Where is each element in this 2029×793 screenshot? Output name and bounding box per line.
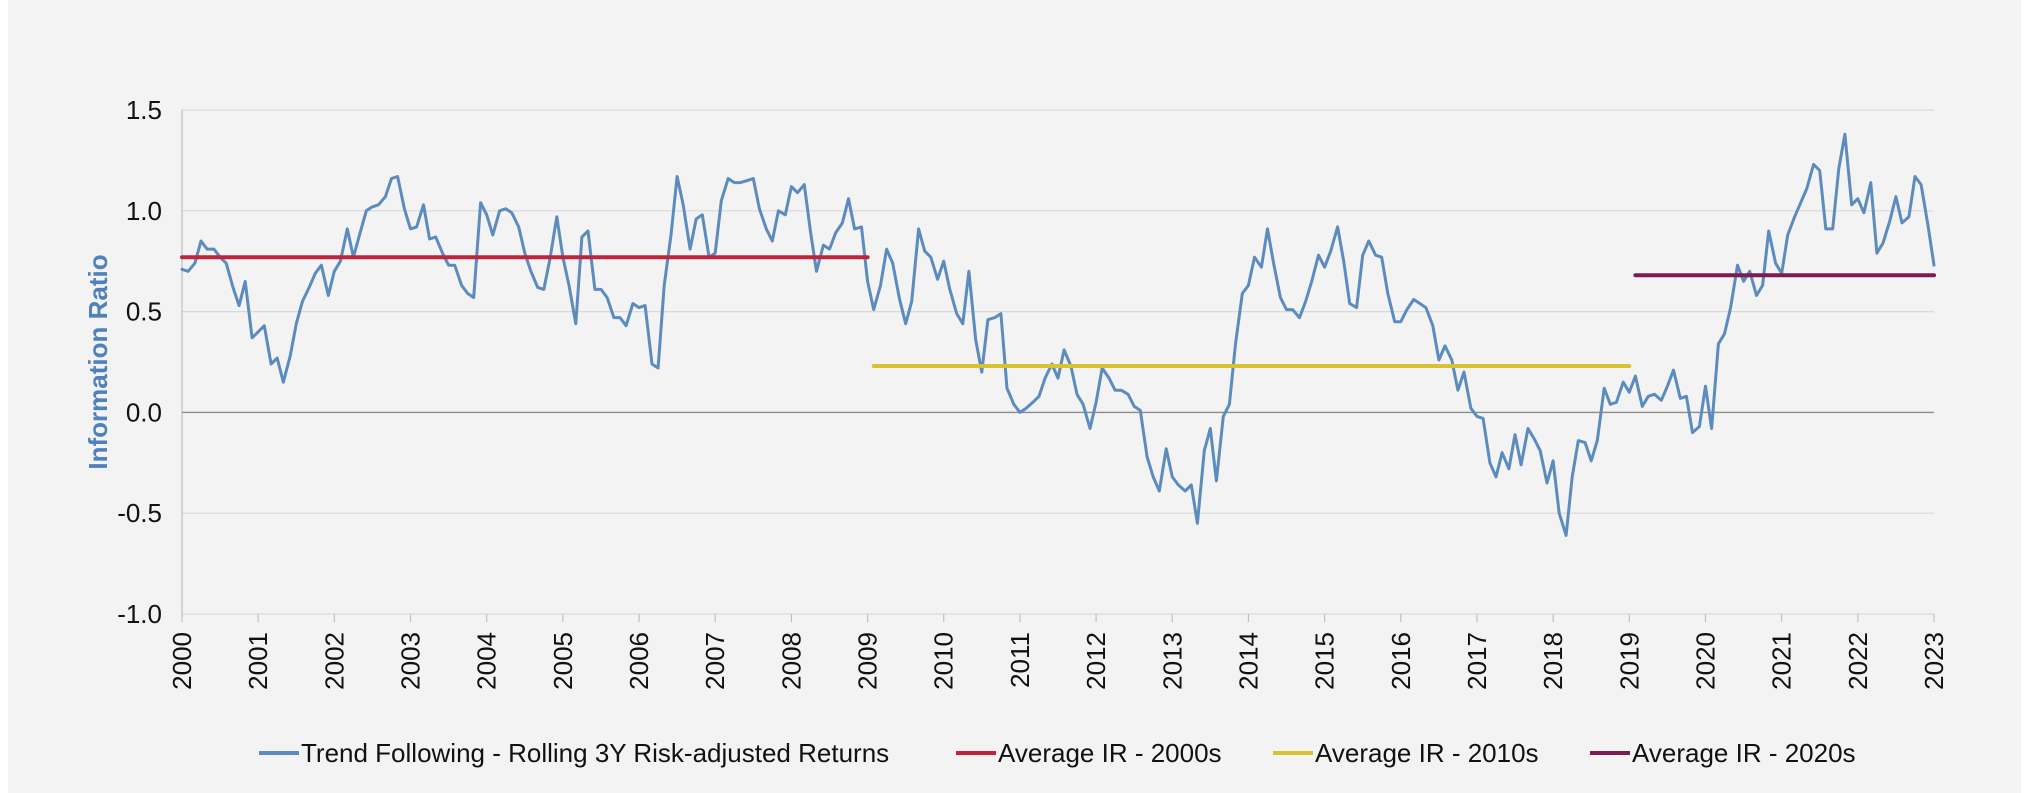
- y-tick-label: 0.0: [126, 397, 162, 427]
- y-tick-label: -0.5: [117, 498, 162, 528]
- x-tick-label: 2015: [1310, 632, 1340, 690]
- x-tick-label: 2012: [1081, 632, 1111, 690]
- x-tick-label: 2011: [1005, 632, 1035, 688]
- x-tick-label: 2014: [1233, 632, 1263, 690]
- x-tick-label: 2023: [1919, 632, 1949, 690]
- y-tick-label: 0.5: [126, 297, 162, 327]
- legend-label: Average IR - 2000s: [998, 738, 1222, 768]
- x-tick-label: 2022: [1843, 632, 1873, 690]
- x-axis-ticks: 2000 2001 2002 2003 2004 2005 2006 2007 2008 2009…: [167, 614, 1949, 690]
- x-tick-label: 2009: [853, 632, 883, 690]
- legend-label: Average IR - 2010s: [1315, 738, 1539, 768]
- x-tick-label: 2017: [1462, 632, 1492, 690]
- y-axis-ticks: 1.5 1.0 0.5 0.0 -0.5 -1.0: [117, 95, 162, 629]
- x-tick-label: 2010: [929, 632, 959, 690]
- y-axis-label: Information Ratio: [83, 254, 113, 469]
- x-tick-label: 2013: [1157, 632, 1187, 690]
- x-tick-label: 2007: [700, 632, 730, 690]
- x-tick-label: 2016: [1386, 632, 1416, 690]
- x-tick-label: 2020: [1690, 632, 1720, 690]
- legend: Trend Following - Rolling 3Y Risk-adjust…: [259, 738, 1856, 768]
- legend-entry: Average IR - 2020s: [1590, 738, 1856, 768]
- y-tick-label: 1.5: [126, 95, 162, 125]
- x-tick-label: 2001: [243, 632, 273, 690]
- gridlines: [182, 109, 1934, 615]
- x-tick-label: 2018: [1538, 632, 1568, 690]
- y-tick-label: -1.0: [117, 599, 162, 629]
- legend-entry: Trend Following - Rolling 3Y Risk-adjust…: [259, 738, 889, 768]
- legend-entry: Average IR - 2000s: [956, 738, 1222, 768]
- legend-label: Average IR - 2020s: [1632, 738, 1856, 768]
- x-tick-label: 2002: [319, 632, 349, 690]
- y-tick-label: 1.0: [126, 196, 162, 226]
- series-lines: [180, 132, 1936, 537]
- x-tick-label: 2000: [167, 632, 197, 690]
- x-tick-label: 2004: [472, 632, 502, 690]
- x-tick-label: 2019: [1614, 632, 1644, 690]
- x-tick-label: 2005: [548, 632, 578, 690]
- legend-entry: Average IR - 2010s: [1273, 738, 1539, 768]
- x-tick-label: 2003: [396, 632, 426, 690]
- x-tick-label: 2021: [1767, 632, 1797, 690]
- legend-label: Trend Following - Rolling 3Y Risk-adjust…: [301, 738, 889, 768]
- trend-following-series-line: [180, 132, 1936, 537]
- x-tick-label: 2006: [624, 632, 654, 690]
- axes: [181, 110, 1934, 614]
- x-tick-label: 2008: [776, 632, 806, 690]
